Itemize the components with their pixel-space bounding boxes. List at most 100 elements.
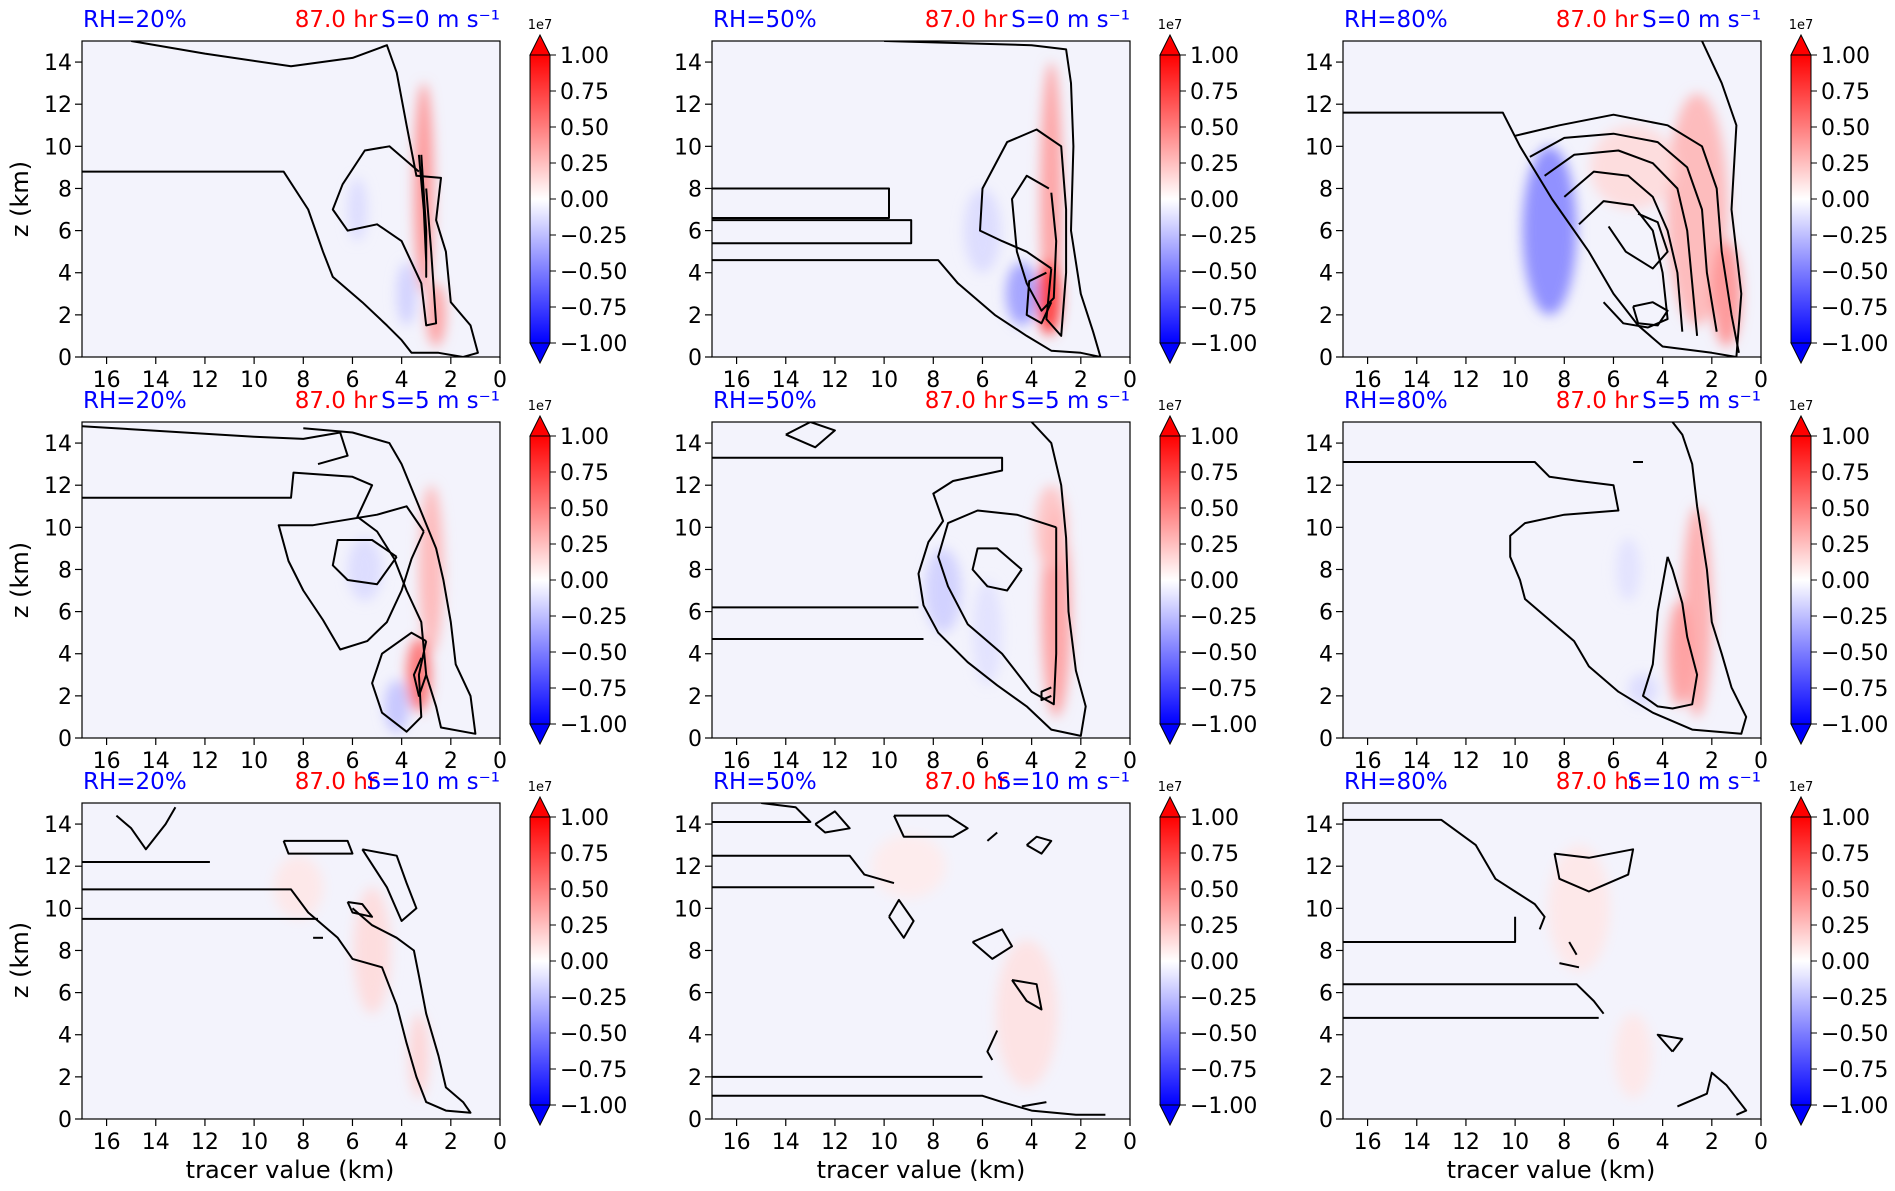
y-tick-label: 2 <box>58 1066 72 1091</box>
x-tick-label: 2 <box>444 1130 458 1155</box>
x-tick-label: 16 <box>1354 368 1382 393</box>
title-rh: RH=50% <box>713 388 817 414</box>
x-tick-label: 2 <box>1074 368 1088 393</box>
contour-line-7 <box>785 422 836 449</box>
y-tick-label: 10 <box>1305 897 1333 922</box>
x-tick-label: 14 <box>772 368 800 393</box>
colorbar-tick-label: −1.00 <box>1821 713 1888 738</box>
y-tick-label: 8 <box>58 939 72 964</box>
colorbar-tick-label: 0.00 <box>1821 569 1870 594</box>
field-blob-3 <box>1615 537 1641 602</box>
colorbar-tick-label: −0.50 <box>1821 1022 1888 1047</box>
x-tick-label: 10 <box>240 749 268 774</box>
y-tick-label: 14 <box>1305 51 1333 76</box>
x-tick-label: 16 <box>93 749 121 774</box>
y-tick-label: 10 <box>44 135 72 160</box>
colorbar-exponent: 1e7 <box>1158 780 1183 795</box>
y-tick-label: 14 <box>44 432 72 457</box>
field-blob-2 <box>1667 601 1693 707</box>
panel-r2-c3: 16 14 12 10 8 6 4 2 0 0 2 4 6 8 10 12 14 RH=80% 87.0 hr S=5… <box>1305 388 1888 774</box>
title-time: 87.0 hr <box>925 769 1008 795</box>
field-blob-2 <box>1522 146 1577 315</box>
contour-line-6 <box>1656 1033 1684 1053</box>
y-tick-label: 6 <box>688 220 702 245</box>
field-blob-2 <box>1614 1013 1652 1098</box>
contour-line-7 <box>814 810 851 834</box>
field-blob-1 <box>1666 93 1728 326</box>
contour-line-2 <box>82 888 472 1114</box>
title-rh: RH=50% <box>713 7 817 33</box>
x-tick-label: 10 <box>1501 368 1529 393</box>
colorbar-tick-label: 0.25 <box>1190 533 1239 558</box>
plot-frame <box>81 40 501 358</box>
y-tick-label: 4 <box>58 262 72 287</box>
colorbar-exponent: 1e7 <box>1789 399 1814 414</box>
contour-line-3 <box>417 154 428 278</box>
field-blob-1 <box>995 939 1058 1088</box>
contour-line-1 <box>1343 41 1743 357</box>
y-axis-label-row-2: z (km) <box>6 542 34 618</box>
contour-line-6 <box>1578 200 1669 329</box>
colorbar-tick-label: −0.25 <box>560 224 627 249</box>
field-blob-2 <box>1035 485 1068 570</box>
colorbar-exponent: 1e7 <box>528 780 553 795</box>
field-blob-1 <box>1548 845 1610 972</box>
colorbar: 1e7 1.00 0.75 0.50 0.25 0.00 −0.25 −0.50 −0.75 −1… <box>1789 399 1888 746</box>
x-tick-label: 16 <box>1354 749 1382 774</box>
contour-line-5 <box>1553 848 1635 893</box>
x-tick-label: 14 <box>142 749 170 774</box>
colorbar-tick-label: 0.50 <box>1821 116 1870 141</box>
x-axis-label-col-3: tracer value (km) <box>1447 1156 1656 1184</box>
colorbar-tick-label: 0.50 <box>1190 116 1239 141</box>
colorbar-tick-label: 0.00 <box>560 188 609 213</box>
y-tick-label: 2 <box>688 1066 702 1091</box>
colorbar-tick-label: 0.75 <box>560 842 609 867</box>
colorbar-tick-label: −0.25 <box>1821 986 1888 1011</box>
y-tick-label: 8 <box>58 558 72 583</box>
x-tick-label: 6 <box>1606 1130 1620 1155</box>
colorbar: 1e7 1.00 0.75 0.50 0.25 0.00 −0.25 −0.50 −0.75 −1… <box>1789 18 1888 365</box>
panel-r3-c2: 16 14 12 10 8 6 4 2 0 0 2 4 6 8 10 12 14 RH=50% 87.0 hrS=1… <box>674 769 1257 1155</box>
y-tick-label: 8 <box>688 558 702 583</box>
contour-line-8 <box>1632 301 1669 327</box>
colorbar-tick-label: −0.25 <box>1190 605 1257 630</box>
y-tick-label: 8 <box>1319 177 1333 202</box>
colorbar-tick-label: 1.00 <box>1821 806 1870 831</box>
y-axis-label-row-3: z (km) <box>6 922 34 998</box>
title-rh: RH=20% <box>83 769 187 795</box>
y-tick-label: 12 <box>44 93 72 118</box>
colorbar-exponent: 1e7 <box>1789 780 1814 795</box>
contour-line-4 <box>282 839 354 855</box>
colorbar-tick-label: −0.75 <box>560 677 627 702</box>
colorbar-tick-label: 0.50 <box>1190 497 1239 522</box>
y-tick-label: 2 <box>1319 304 1333 329</box>
colorbar-tick-label: 0.50 <box>1190 878 1239 903</box>
y-tick-label: 12 <box>1305 855 1333 880</box>
field-blob-3 <box>273 855 323 919</box>
plot-frame <box>711 421 1131 739</box>
title-time: 87.0 hr <box>1556 388 1639 414</box>
colorbar-exponent: 1e7 <box>1158 399 1183 414</box>
x-tick-label: 4 <box>1656 749 1670 774</box>
colorbar-tick-label: −0.50 <box>1821 260 1888 285</box>
contour-line-5 <box>371 631 428 733</box>
x-tick-label: 12 <box>191 1130 219 1155</box>
colorbar-tick-label: 1.00 <box>1190 806 1239 831</box>
colorbar-tick-label: 0.00 <box>560 569 609 594</box>
y-tick-label: 6 <box>1319 220 1333 245</box>
colorbar-extend-min <box>1790 1104 1812 1127</box>
y-tick-label: 10 <box>674 897 702 922</box>
colorbar-extend-max <box>1790 33 1812 56</box>
colorbar-extend-min <box>1790 342 1812 365</box>
x-tick-label: 10 <box>870 1130 898 1155</box>
contour-line-2 <box>1343 916 1517 943</box>
colorbar: 1e7 1.00 0.75 0.50 0.25 0.00 −0.25 −0.50 −0.75 −1… <box>528 780 627 1127</box>
contour-line-1 <box>1343 818 1546 930</box>
colorbar-tick-label: 0.25 <box>1190 152 1239 177</box>
x-tick-label: 2 <box>1705 749 1719 774</box>
colorbar-tick-label: 0.25 <box>560 152 609 177</box>
x-tick-label: 4 <box>1025 749 1039 774</box>
y-tick-label: 6 <box>1319 982 1333 1007</box>
title-shear: S=10 m s⁻¹ <box>366 769 500 795</box>
title-rh: RH=80% <box>1344 388 1448 414</box>
